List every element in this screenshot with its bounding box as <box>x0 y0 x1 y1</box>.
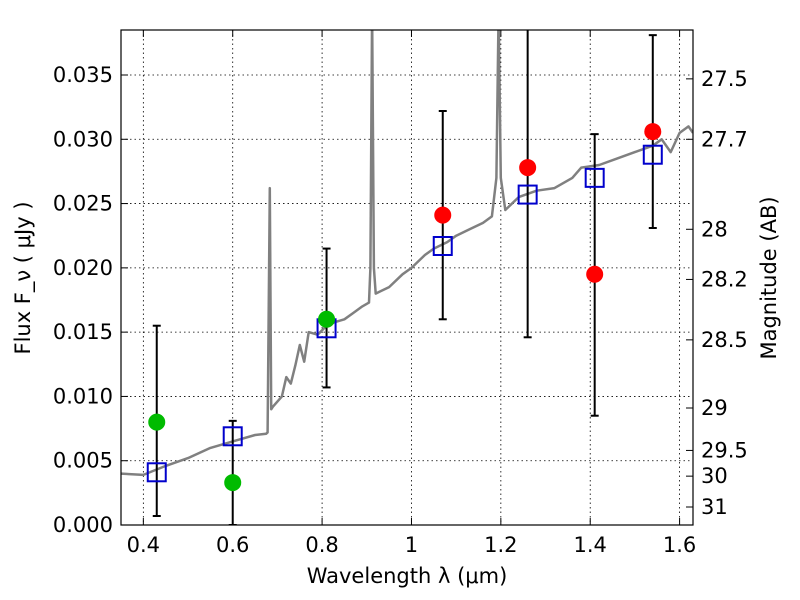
right-tick-label: 29 <box>701 396 728 420</box>
right-tick-labels: 27.5 27.7 28 28.2 28.5 29 29.530 31 <box>701 67 748 519</box>
observed-flux-point <box>434 206 452 224</box>
model-spectrum-line <box>121 30 693 477</box>
plot-frame <box>120 29 694 526</box>
y-tick-label: 0.030 <box>53 127 113 151</box>
model-photometry-square <box>517 184 538 205</box>
right-tick-label: 27.7 <box>701 127 748 151</box>
observed-point-layer <box>148 123 662 492</box>
model-photometry-square <box>642 144 663 165</box>
right-tick-label: 31 <box>701 495 728 519</box>
x-axis-label: Wavelength λ (μm) <box>307 564 508 588</box>
model-square-layer <box>146 144 663 483</box>
model-photometry-square <box>584 167 605 188</box>
observed-flux-point <box>586 265 604 283</box>
x-tick-label: 1.4 <box>574 533 607 557</box>
x-tick-label: 1 <box>405 533 418 557</box>
observed-flux-point <box>318 310 336 328</box>
model-photometry-square <box>222 426 243 447</box>
right-axis-label: Magnitude (AB) <box>757 196 781 359</box>
y-tick-label: 0.000 <box>53 513 113 537</box>
x-tick-label: 0.8 <box>305 533 338 557</box>
right-tick-label: 28 <box>701 217 728 241</box>
right-tick-label: 29.5 <box>701 438 748 462</box>
plot-area <box>121 30 693 525</box>
model-photometry-square <box>432 236 453 256</box>
right-tick-label: 30 <box>701 464 728 488</box>
y-tick-label: 0.015 <box>53 320 113 344</box>
observed-flux-point <box>224 474 242 492</box>
x-tick-label: 0.4 <box>127 533 160 557</box>
spectrum-layer <box>121 30 693 477</box>
x-tick-label: 1.2 <box>484 533 517 557</box>
y-tick-labels: 0.000 0.005 0.010 0.015 0.020 0.025 0.030 0.035 <box>53 63 113 537</box>
model-photometry-square <box>146 462 167 483</box>
x-tick-label: 0.6 <box>216 533 249 557</box>
y-axis-label: Flux F_ν ( μJy ) <box>11 201 36 354</box>
y-tick-label: 0.005 <box>53 449 113 473</box>
y-tick-label: 0.020 <box>53 256 113 280</box>
y-tick-label: 0.010 <box>53 384 113 408</box>
x-tick-labels: 0.4 0.6 0.8 1 1.2 1.4 1.6 <box>127 533 697 557</box>
y-tick-label: 0.035 <box>53 63 113 87</box>
x-tick-label: 1.6 <box>663 533 696 557</box>
observed-flux-point <box>644 123 662 141</box>
right-tick-label: 28.2 <box>701 267 748 291</box>
observed-flux-point <box>519 159 537 177</box>
observed-flux-point <box>148 413 166 431</box>
right-tick-label: 27.5 <box>701 67 748 91</box>
y-tick-label: 0.025 <box>53 192 113 216</box>
grid-lines <box>121 30 693 526</box>
right-tick-label: 28.5 <box>701 328 748 352</box>
